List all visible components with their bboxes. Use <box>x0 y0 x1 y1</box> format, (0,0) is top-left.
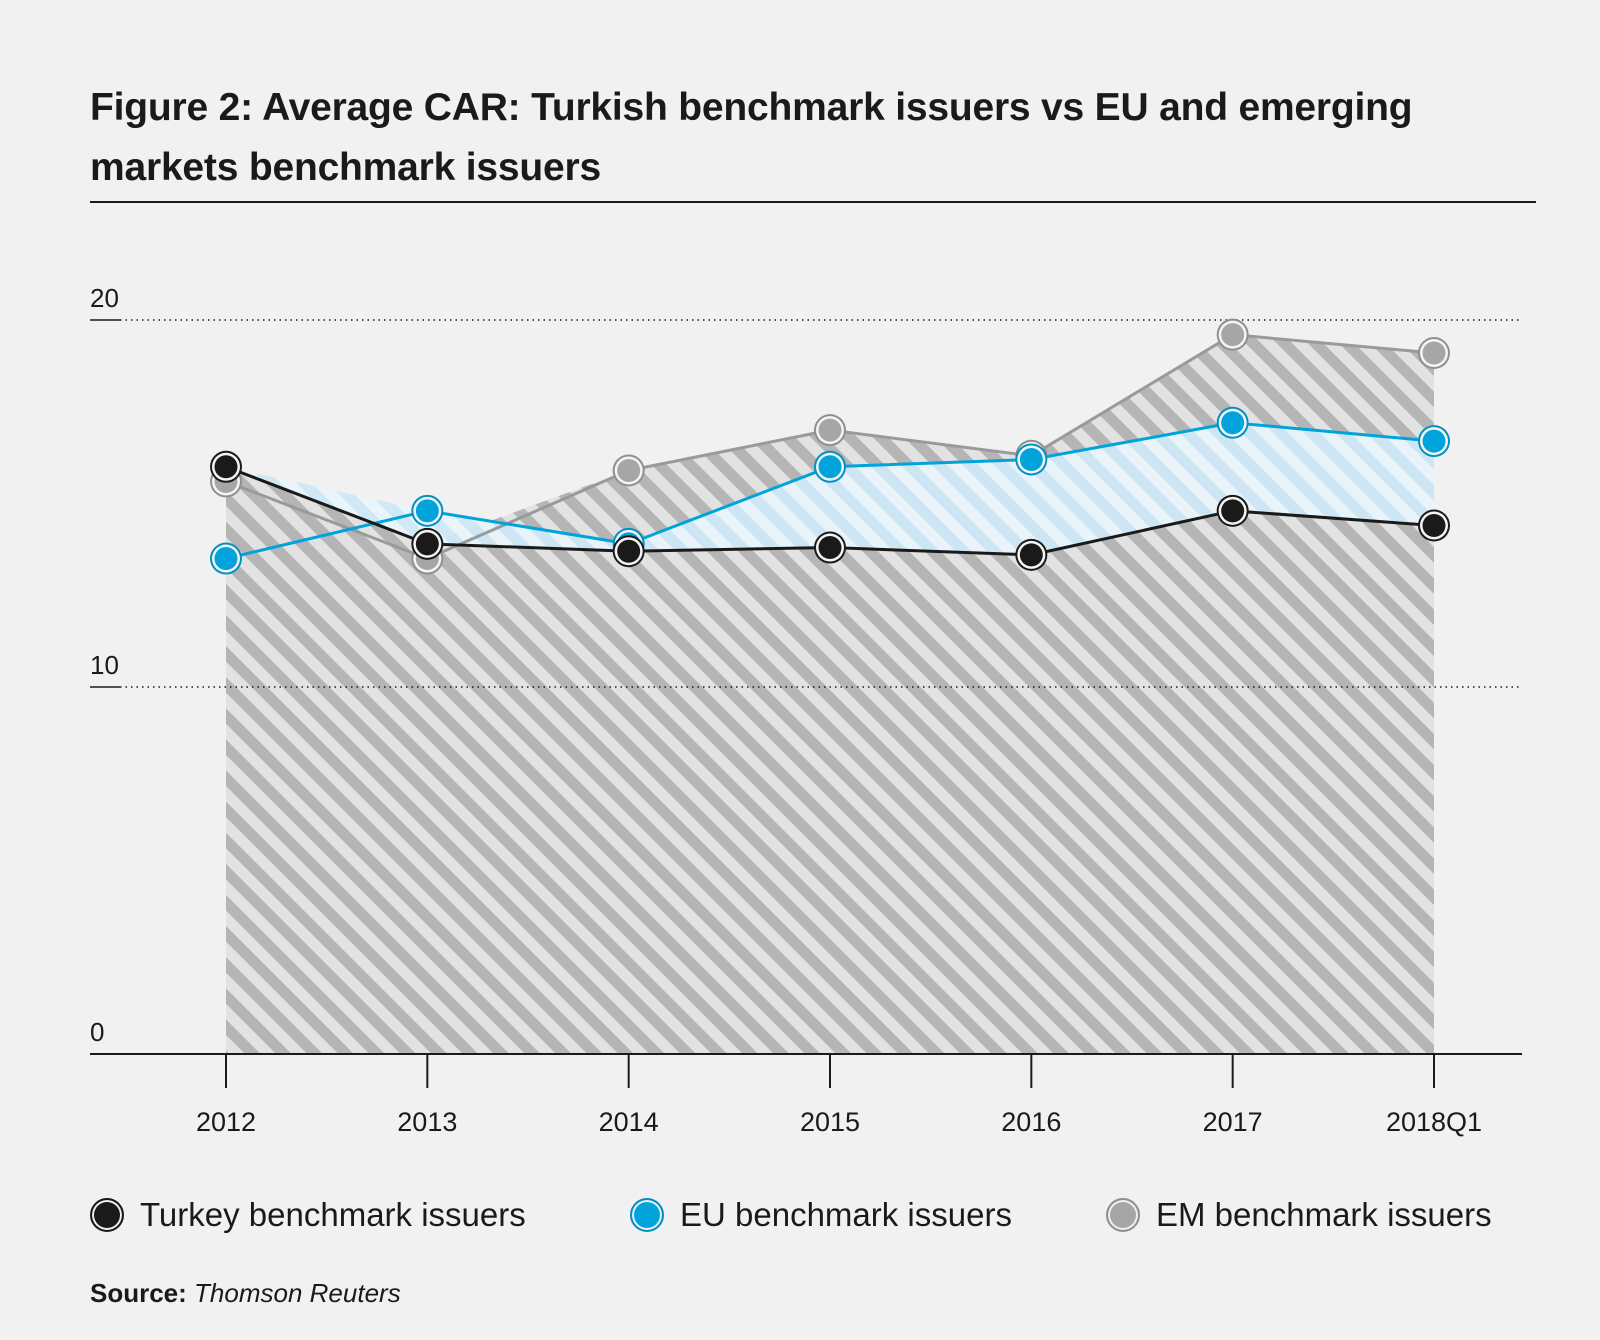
eu-point-dot <box>818 455 842 479</box>
line-chart: 0 10 20 2012 2013 2014 2015 2016 2017 2018Q1 <box>90 283 1522 1137</box>
legend-label-eu: EU benchmark issuers <box>680 1196 1012 1233</box>
eu-point-dot <box>415 499 439 523</box>
turkey-point-dot <box>1221 499 1245 523</box>
source-label: Source: <box>90 1278 187 1308</box>
em-point-dot <box>617 458 641 482</box>
turkey-point-2016 <box>1015 538 1048 571</box>
turkey-point-2018Q1 <box>1418 509 1450 542</box>
legend-swatch-eu <box>630 1198 664 1232</box>
series-markers <box>210 318 1450 575</box>
xtick-label-2017: 2017 <box>1203 1107 1263 1137</box>
xtick-label-2016: 2016 <box>1001 1107 1061 1137</box>
legend-item-em: EM benchmark issuers <box>1106 1196 1492 1234</box>
eu-point-dot <box>1422 429 1446 453</box>
turkey-point-dot <box>617 539 641 563</box>
title-divider <box>90 201 1536 203</box>
xtick-label-2018Q1: 2018Q1 <box>1386 1107 1482 1137</box>
turkey-point-2014 <box>612 535 645 568</box>
xtick-label-2015: 2015 <box>800 1107 860 1137</box>
eu-point-2013 <box>411 494 444 527</box>
source-note: Source: Thomson Reuters <box>90 1278 401 1309</box>
em-point-2014 <box>612 454 645 487</box>
em-point-dot <box>818 418 842 442</box>
turkey-point-2017 <box>1216 494 1249 527</box>
em-point-2017 <box>1216 318 1249 351</box>
turkey-point-dot <box>415 532 439 556</box>
legend-item-turkey: Turkey benchmark issuers <box>90 1196 526 1234</box>
eu-point-2017 <box>1216 406 1249 439</box>
turkey-point-dot <box>1422 514 1446 538</box>
ytick-label-20: 20 <box>90 283 119 313</box>
turkey-point-dot <box>1019 543 1043 567</box>
chart-title: Figure 2: Average CAR: Turkish benchmark… <box>90 86 1413 189</box>
eu-point-2016 <box>1015 443 1048 476</box>
turkey-point-dot <box>818 536 842 560</box>
em-point-2015 <box>814 414 846 447</box>
em-point-dot <box>1422 341 1446 365</box>
legend-label-turkey: Turkey benchmark issuers <box>140 1196 526 1233</box>
eu-point-dot <box>1221 411 1245 435</box>
legend-label-em: EM benchmark issuers <box>1156 1196 1492 1233</box>
source-value: Thomson Reuters <box>194 1278 401 1308</box>
eu-point-2012 <box>210 542 242 575</box>
axes: 2012 2013 2014 2015 2016 2017 2018Q1 <box>90 1053 1522 1137</box>
turkey-area <box>226 510 1434 1055</box>
eu-point-2018Q1 <box>1418 425 1450 458</box>
ytick-label-10: 10 <box>90 650 119 680</box>
em-point-dot <box>1221 323 1245 347</box>
legend-swatch-turkey <box>90 1198 124 1232</box>
turkey-point-2013 <box>411 527 444 560</box>
turkey-point-2012 <box>210 450 242 483</box>
grid-lines: 0 10 20 <box>90 283 1522 1047</box>
eu-point-dot <box>214 547 238 571</box>
ytick-label-0: 0 <box>90 1017 104 1047</box>
legend-item-eu: EU benchmark issuers <box>630 1196 1012 1234</box>
xtick-label-2012: 2012 <box>196 1107 256 1137</box>
xtick-label-2014: 2014 <box>599 1107 659 1137</box>
turkey-point-dot <box>214 455 238 479</box>
eu-point-2015 <box>814 450 846 483</box>
legend-swatch-em <box>1106 1198 1140 1232</box>
xtick-label-2013: 2013 <box>397 1107 457 1137</box>
eu-band-area <box>226 422 1434 555</box>
legend: Turkey benchmark issuers EU benchmark is… <box>0 1196 1600 1236</box>
turkey-point-2015 <box>814 531 846 564</box>
eu-point-dot <box>1019 447 1043 471</box>
em-point-2018Q1 <box>1418 337 1450 370</box>
